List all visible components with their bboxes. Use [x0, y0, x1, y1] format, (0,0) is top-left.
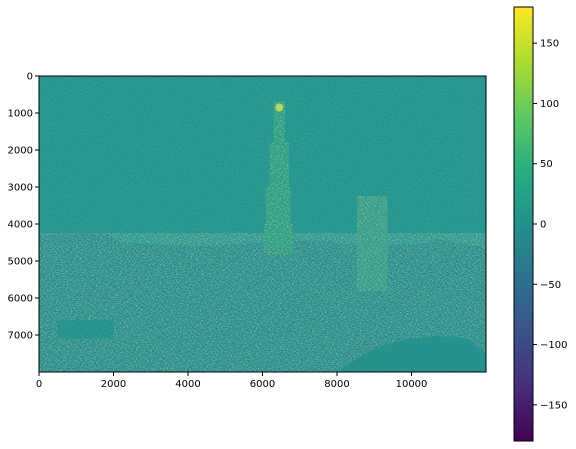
- x-tick-label: 6000: [250, 379, 275, 390]
- colorbar-tick-label: 50: [540, 159, 553, 170]
- low-area: [57, 320, 114, 339]
- axes: 0 2000 4000 6000 8000 10000 0 1000 2000 3000 4000…: [8, 72, 487, 390]
- right-tower-edges-dark: [357, 196, 388, 291]
- y-tick-label: 2000: [8, 146, 33, 157]
- colorbar-tick-label: 150: [540, 39, 559, 50]
- colorbar-tick-label: −50: [540, 280, 561, 291]
- y-axis: 0 1000 2000 3000 4000 5000 6000 7000: [8, 72, 39, 342]
- colorbar: −150 −100 −50 0 50 100 150: [513, 6, 567, 442]
- y-tick-label: 1000: [8, 109, 33, 120]
- colorbar-gradient: [514, 7, 533, 441]
- colorbar-axis: −150 −100 −50 0 50 100 150: [533, 39, 567, 411]
- y-tick-label: 7000: [8, 331, 33, 342]
- y-tick-label: 5000: [8, 257, 33, 268]
- x-tick-label: 0: [36, 379, 42, 390]
- tower-edges: [264, 224, 293, 254]
- colorbar-tick-label: 100: [540, 99, 559, 110]
- x-tick-label: 10000: [396, 379, 428, 390]
- colorbar-tick-label: −150: [540, 400, 567, 411]
- y-tick-label: 3000: [8, 183, 33, 194]
- water-area: [337, 336, 486, 372]
- colorbar-tick-label: 0: [540, 220, 546, 231]
- y-tick-label: 4000: [8, 220, 33, 231]
- x-tick-label: 4000: [175, 379, 200, 390]
- y-tick-label: 6000: [8, 294, 33, 305]
- x-tick-label: 8000: [324, 379, 349, 390]
- x-axis: 0 2000 4000 6000 8000 10000: [36, 372, 428, 390]
- colorbar-tick-label: −100: [540, 340, 567, 351]
- heatmap-image: [39, 76, 486, 372]
- tower-spire-glow: [275, 103, 284, 112]
- y-tick-label: 0: [27, 72, 33, 83]
- x-tick-label: 2000: [101, 379, 126, 390]
